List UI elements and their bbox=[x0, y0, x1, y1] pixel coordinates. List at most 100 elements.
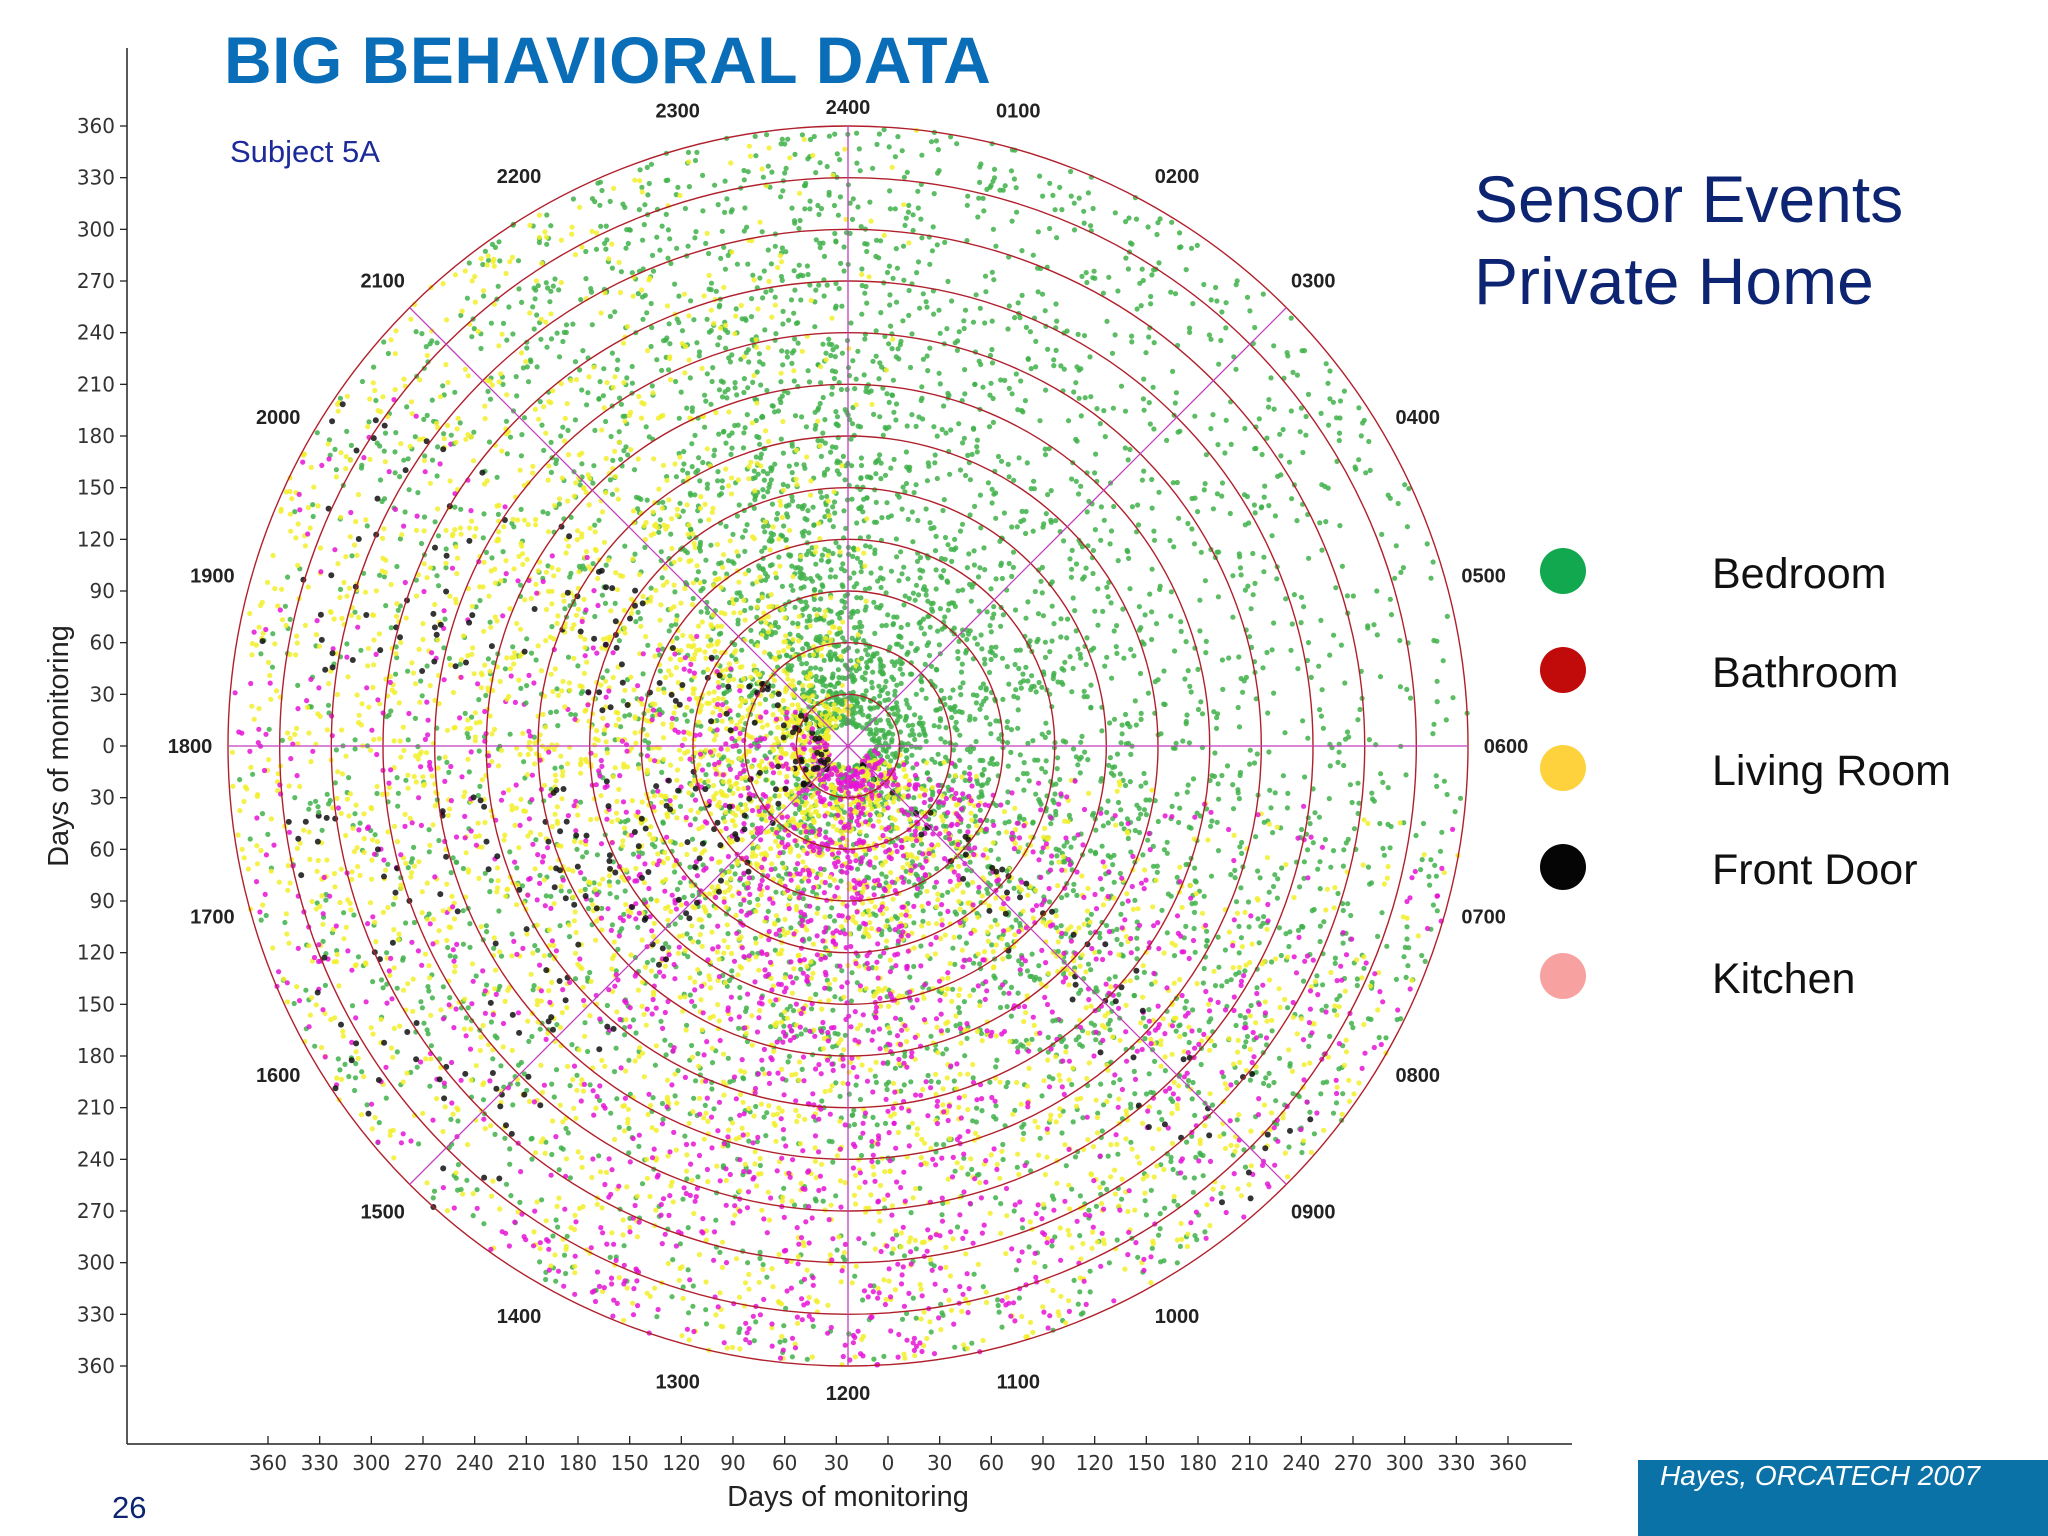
point-kitchen-3545 bbox=[1059, 930, 1065, 936]
point-bedroom-621 bbox=[1014, 209, 1020, 215]
point-kitchen-2904 bbox=[1122, 917, 1128, 923]
point-living-room-3393 bbox=[1040, 919, 1046, 925]
point-living-room-3996 bbox=[1020, 1136, 1026, 1142]
point-bedroom-1071 bbox=[1233, 366, 1239, 372]
point-bedroom-1673 bbox=[871, 736, 877, 742]
point-bedroom-779 bbox=[1015, 407, 1021, 413]
point-kitchen-3469 bbox=[1005, 896, 1011, 902]
point-living-room-2596 bbox=[1081, 921, 1087, 927]
point-kitchen-2292 bbox=[1255, 812, 1261, 818]
point-living-room-468 bbox=[801, 136, 807, 142]
point-bedroom-1291 bbox=[1073, 628, 1079, 634]
point-living-room-4025 bbox=[938, 936, 944, 942]
point-kitchen-2867 bbox=[1128, 950, 1134, 956]
point-bedroom-108 bbox=[823, 350, 829, 356]
point-living-room-3252 bbox=[1268, 1110, 1275, 1116]
point-bedroom-52 bbox=[859, 311, 865, 317]
point-kitchen-4154 bbox=[999, 982, 1006, 988]
point-living-room-2664 bbox=[1247, 1046, 1253, 1052]
point-kitchen-4133 bbox=[1046, 1084, 1053, 1090]
point-bedroom-1745 bbox=[1042, 734, 1048, 741]
point-bedroom-1037 bbox=[1025, 356, 1031, 362]
point-bedroom-541 bbox=[882, 472, 889, 478]
point-bedroom-216 bbox=[842, 662, 848, 668]
point-kitchen-4579 bbox=[1012, 1202, 1018, 1208]
point-living-room-453 bbox=[837, 549, 843, 555]
point-kitchen-2901 bbox=[958, 816, 964, 823]
point-bedroom-965 bbox=[906, 595, 912, 602]
point-living-room-3967 bbox=[1053, 1119, 1059, 1125]
point-living-room-3294 bbox=[1066, 982, 1072, 988]
point-bedroom-1198 bbox=[1067, 556, 1073, 562]
point-bedroom-1790 bbox=[938, 736, 944, 742]
point-bedroom-1253 bbox=[1285, 353, 1291, 359]
point-bedroom-1801 bbox=[1173, 740, 1179, 746]
point-bedroom-311 bbox=[859, 623, 865, 630]
point-bedroom-234 bbox=[852, 386, 858, 392]
point-bedroom-2378 bbox=[1117, 870, 1123, 877]
point-bedroom-762 bbox=[928, 139, 935, 145]
point-kitchen-2909 bbox=[1143, 877, 1149, 883]
point-living-room-4469 bbox=[999, 1148, 1005, 1154]
point-bedroom-578 bbox=[856, 665, 863, 672]
point-kitchen-4153 bbox=[968, 930, 974, 936]
point-bedroom-4334 bbox=[928, 1033, 934, 1039]
point-living-room-2241 bbox=[1415, 933, 1421, 939]
point-bedroom-1555 bbox=[1020, 671, 1026, 677]
point-bedroom-345 bbox=[854, 520, 860, 526]
point-bedroom-873 bbox=[1129, 333, 1135, 339]
point-bedroom-4181 bbox=[999, 1324, 1005, 1330]
point-living-room-4016 bbox=[1010, 1111, 1016, 1117]
point-living-room-2742 bbox=[1003, 829, 1010, 835]
point-bedroom-299 bbox=[817, 240, 823, 246]
point-bedroom-1694 bbox=[1070, 665, 1076, 672]
point-bedroom-1467 bbox=[958, 692, 964, 698]
point-living-room-2728 bbox=[1042, 825, 1048, 832]
point-bedroom-1932 bbox=[1099, 843, 1105, 849]
point-bedroom-679 bbox=[931, 191, 937, 197]
point-bedroom-960 bbox=[952, 536, 958, 543]
point-living-room-2238 bbox=[1113, 822, 1119, 828]
point-bedroom-148 bbox=[796, 225, 802, 232]
point-kitchen-2878 bbox=[936, 799, 942, 805]
point-bedroom-1934 bbox=[1236, 796, 1242, 802]
point-bedroom-3041 bbox=[1263, 1075, 1269, 1081]
point-bedroom-2923 bbox=[1112, 974, 1118, 980]
point-bedroom-406 bbox=[896, 356, 902, 362]
point-bedroom-351 bbox=[889, 392, 896, 398]
point-bedroom-1573 bbox=[1104, 654, 1110, 660]
point-bedroom-1481 bbox=[1157, 583, 1163, 589]
point-bedroom-2149 bbox=[910, 765, 916, 771]
point-bedroom-3162 bbox=[1159, 1116, 1165, 1123]
point-kitchen-2263 bbox=[1412, 868, 1418, 875]
point-bedroom-1866 bbox=[1347, 782, 1353, 788]
point-bedroom-3083 bbox=[1036, 963, 1042, 969]
point-bedroom-2530 bbox=[1132, 897, 1138, 904]
point-bedroom-2375 bbox=[988, 847, 994, 853]
point-bedroom-1958 bbox=[1104, 809, 1110, 816]
point-bedroom-160 bbox=[834, 151, 840, 157]
point-living-room-3892 bbox=[1112, 1191, 1119, 1197]
point-kitchen-2838 bbox=[922, 792, 928, 798]
point-bedroom-1776 bbox=[1106, 762, 1112, 768]
point-bedroom-1810 bbox=[996, 736, 1002, 742]
point-living-room-2205 bbox=[1291, 894, 1297, 901]
point-bedroom-2184 bbox=[1405, 963, 1411, 969]
point-kitchen-2862 bbox=[1334, 978, 1340, 984]
point-bedroom-340 bbox=[842, 477, 848, 483]
point-bedroom-3760 bbox=[1005, 1079, 1011, 1086]
point-living-room-4379 bbox=[947, 1136, 953, 1142]
point-living-room-3322 bbox=[1235, 1186, 1241, 1192]
point-bedroom-1007 bbox=[972, 503, 978, 509]
point-living-room-4967 bbox=[886, 1278, 892, 1284]
point-kitchen-4680 bbox=[876, 882, 883, 888]
point-bedroom-1855 bbox=[1265, 710, 1271, 716]
point-living-room-2682 bbox=[1226, 929, 1232, 935]
point-bedroom-1040 bbox=[949, 600, 955, 606]
point-bedroom-1547 bbox=[1316, 663, 1322, 669]
point-bedroom-1874 bbox=[1320, 725, 1326, 731]
point-bedroom-272 bbox=[849, 463, 855, 469]
point-kitchen-2798 bbox=[1016, 835, 1023, 841]
point-bedroom-1314 bbox=[1317, 520, 1323, 526]
point-bedroom-2540 bbox=[1159, 907, 1165, 913]
